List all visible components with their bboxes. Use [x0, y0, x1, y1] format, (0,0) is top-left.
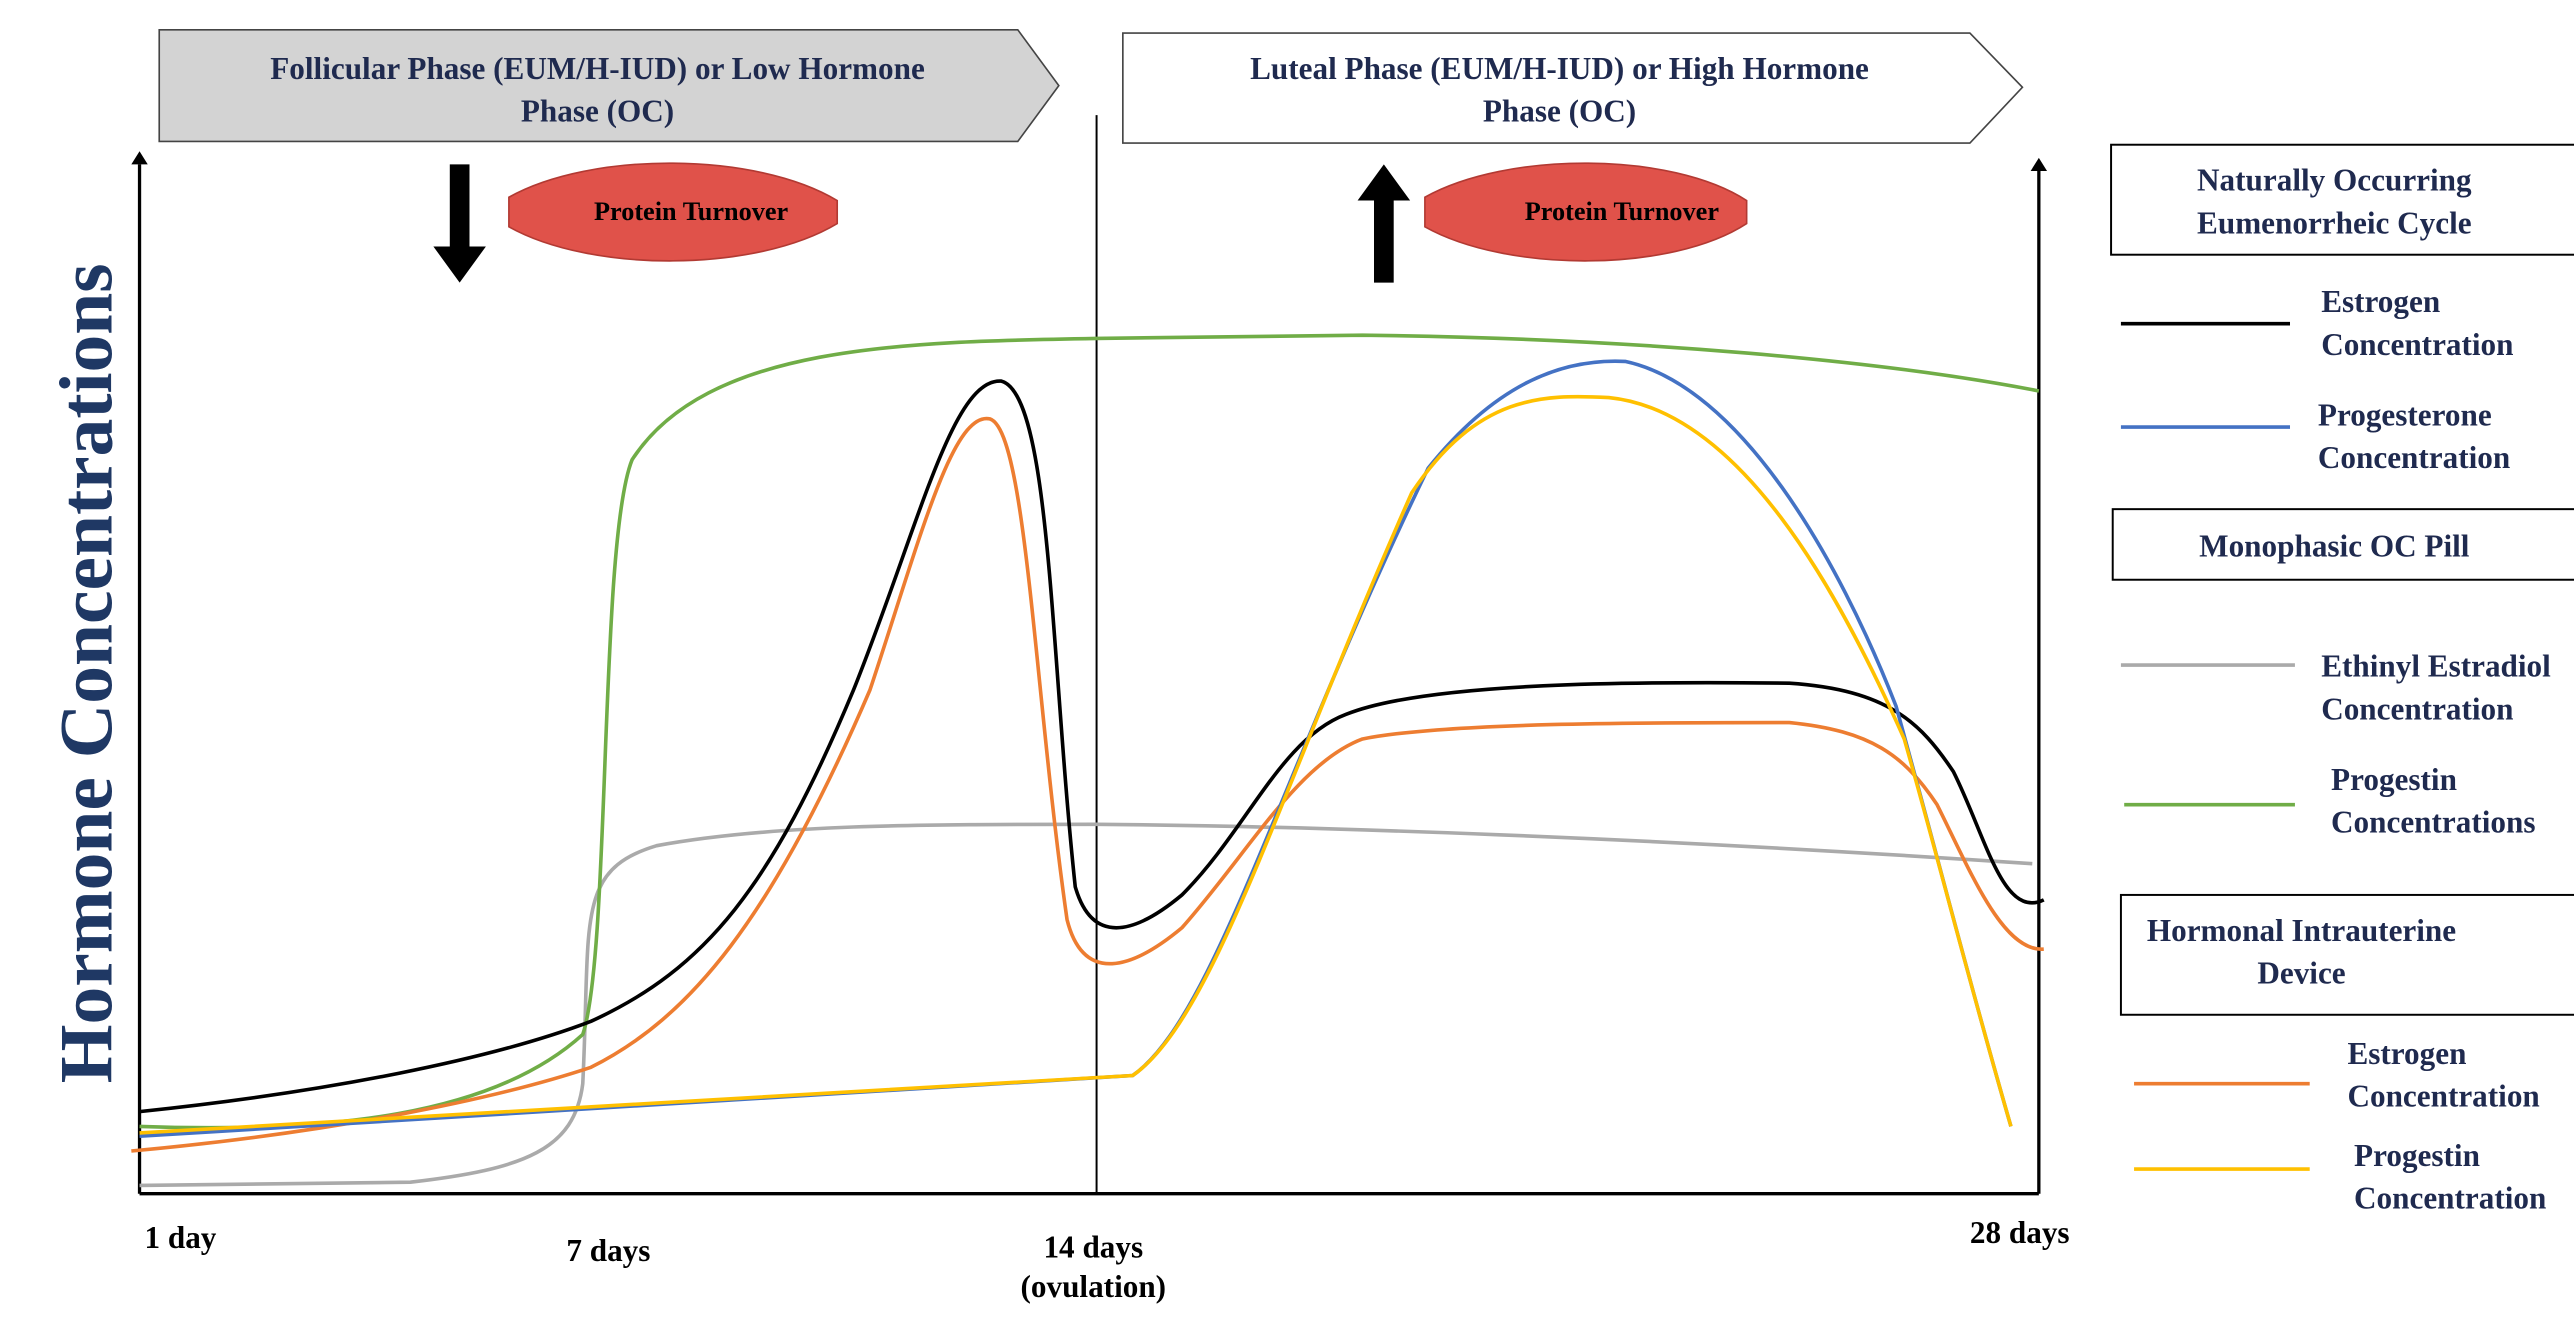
diagram: Follicular Phase (EUM/H-IUD) or Low Horm… [0, 0, 2574, 1322]
x-label: 7 days [566, 1233, 650, 1268]
legend-boxes [2111, 145, 2574, 1015]
x-label: 14 days [1043, 1230, 1143, 1265]
progesterone-curve [140, 361, 2011, 1136]
progestin-oc-curve [140, 335, 2039, 1128]
legend-title: Device [2257, 956, 2345, 991]
phase-label: Phase (OC) [521, 94, 674, 129]
phase-label: Luteal Phase (EUM/H-IUD) or High Hormone [1250, 51, 1869, 86]
legend-item: Progesterone [2318, 397, 2492, 432]
legend-item: Concentration [2321, 691, 2513, 726]
legend-item: Progestin [2331, 762, 2457, 797]
legend-item: Estrogen [2347, 1036, 2466, 1071]
up-arrow [1358, 164, 1411, 282]
x-label: 1 day [144, 1220, 216, 1255]
legend-item: Progestin [2354, 1138, 2480, 1173]
legend-item: Concentration [2354, 1180, 2546, 1215]
axis-arrow [131, 151, 2047, 171]
x-label: (ovulation) [1021, 1269, 1167, 1304]
axes [140, 115, 2039, 1194]
legend-title: Naturally Occurring [2197, 163, 2472, 198]
annotation: Protein Turnover [594, 197, 789, 226]
legend-title: Eumenorrheic Cycle [2197, 205, 2472, 240]
legend-item: Concentration [2321, 327, 2513, 362]
legend-item: Concentration [2347, 1079, 2539, 1114]
legend-title: Monophasic OC Pill [2199, 529, 2470, 564]
iud-estrogen-curve [131, 419, 2043, 1152]
legend-item: Ethinyl Estradiol [2321, 649, 2551, 684]
phase-label: Follicular Phase (EUM/H-IUD) or Low Horm… [270, 51, 925, 86]
legend-title: Hormonal Intrauterine [2147, 913, 2456, 948]
legend-item: Estrogen [2321, 284, 2440, 319]
annotation: Protein Turnover [1525, 197, 1720, 226]
y-axis-label: Hormone Concentrations [46, 263, 129, 1083]
down-arrow [433, 164, 486, 282]
legend-swatches [2121, 324, 2310, 1169]
legend-item: Concentrations [2331, 805, 2535, 840]
legend-item: Concentration [2318, 440, 2510, 475]
iud-progestin-curve [140, 397, 2011, 1133]
ethinyl-estradiol-curve [140, 824, 2033, 1185]
x-label: 28 days [1970, 1215, 2070, 1250]
phase-label: Phase (OC) [1483, 94, 1636, 129]
